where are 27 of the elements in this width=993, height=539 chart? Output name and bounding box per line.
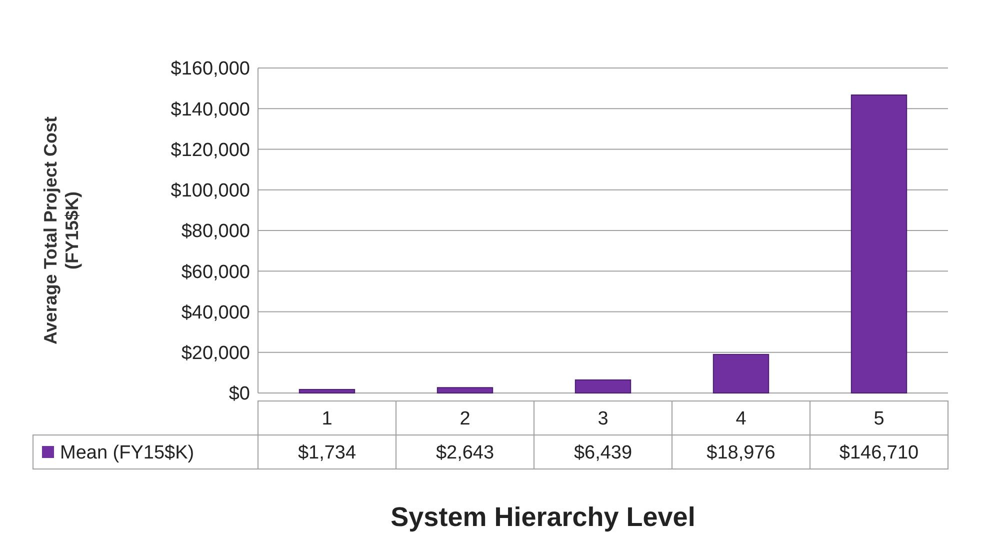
bar bbox=[436, 387, 494, 394]
x-tick-label: 2 bbox=[460, 408, 470, 430]
y-tick-label: $120,000 bbox=[170, 140, 250, 161]
y-tick-label: $60,000 bbox=[181, 262, 250, 283]
data-label: $6,439 bbox=[574, 442, 632, 464]
data-label: $146,710 bbox=[839, 442, 919, 464]
y-tick-label: $100,000 bbox=[170, 180, 250, 202]
y-tick-label: $40,000 bbox=[181, 302, 250, 324]
bar bbox=[574, 379, 632, 394]
y-axis-title: Average Total Project Cost (FY15$K) bbox=[40, 116, 82, 345]
y-tick-label: $20,000 bbox=[181, 343, 250, 364]
x-tick-label: 5 bbox=[874, 408, 884, 430]
y-tick-label: $0 bbox=[228, 384, 250, 405]
bar bbox=[712, 354, 770, 394]
x-axis-title: System Hierarchy Level bbox=[390, 502, 696, 532]
y-tick-label: $140,000 bbox=[170, 99, 250, 120]
y-tick-label: $80,000 bbox=[181, 221, 250, 242]
x-tick-label: 1 bbox=[322, 408, 332, 430]
x-tick-label: 4 bbox=[736, 408, 747, 430]
legend-label: Mean (FY15$K) bbox=[60, 442, 194, 464]
data-label: $2,643 bbox=[436, 442, 494, 464]
y-tick-label: $160,000 bbox=[170, 58, 250, 80]
data-label: $1,734 bbox=[298, 442, 356, 464]
data-label: $18,976 bbox=[706, 442, 776, 464]
bar bbox=[850, 94, 908, 394]
x-tick-label: 3 bbox=[598, 408, 608, 430]
bar bbox=[298, 388, 356, 394]
